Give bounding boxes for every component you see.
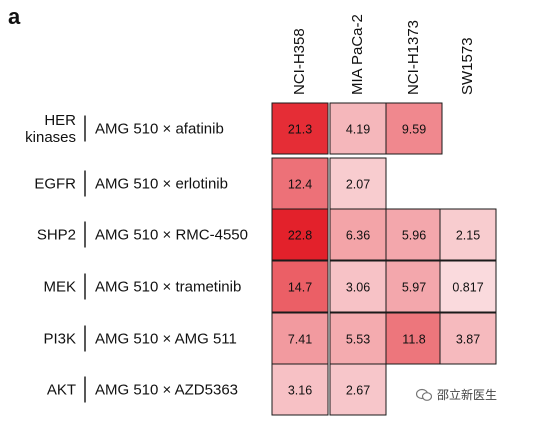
cell-value-label: 2.15 <box>456 229 480 243</box>
heatmap-cell <box>385 102 443 155</box>
row-combination-label: AMG 510 × erlotinib <box>95 176 228 193</box>
cell-value-label: 3.87 <box>456 333 480 347</box>
cell-value-label: 5.96 <box>402 229 426 243</box>
heatmap-cell <box>385 312 443 365</box>
heatmap-cell <box>271 260 329 313</box>
row-target-label: EGFR <box>34 176 76 193</box>
cell-value-label: 4.19 <box>346 123 370 137</box>
cell-value-label: 22.8 <box>288 229 312 243</box>
cell-value-label: 12.4 <box>288 178 312 192</box>
panel-label: a <box>8 4 21 29</box>
heatmap-cell <box>271 363 329 416</box>
cell-value-label: 14.7 <box>288 281 312 295</box>
heatmap-cell <box>385 260 443 313</box>
cell-value-label: 5.97 <box>402 281 426 295</box>
chat-bubble-icon <box>415 388 433 402</box>
row-combination-label: AMG 510 × trametinib <box>95 279 241 296</box>
heatmap-cell <box>439 208 497 261</box>
heatmap-cell <box>329 102 387 155</box>
cell-value-label: 2.07 <box>346 178 370 192</box>
cell-value-label: 9.59 <box>402 123 426 137</box>
cell-value-label: 2.67 <box>346 384 370 398</box>
watermark-text: 邵立新医生 <box>437 388 498 402</box>
heatmap-cell <box>385 208 443 261</box>
row-combination-label: AMG 510 × afatinib <box>95 121 224 138</box>
cell-value-label: 3.06 <box>346 281 370 295</box>
cell-value-label: 7.41 <box>288 333 312 347</box>
row-target-label: SHP2 <box>37 227 76 244</box>
row-target-label: AKT <box>47 382 76 399</box>
heatmap-cell <box>271 312 329 365</box>
row-combination-label: AMG 510 × RMC-4550 <box>95 227 248 244</box>
row-target-label: MEK <box>43 279 76 296</box>
column-header: NCI-H358 <box>291 28 308 95</box>
row-combination-label: AMG 510 × AZD5363 <box>95 382 238 399</box>
heatmap-cell <box>439 312 497 365</box>
column-header: NCI-H1373 <box>405 20 422 95</box>
heatmap-cell <box>329 157 387 210</box>
cell-value-label: 11.8 <box>402 333 425 347</box>
cell-value-label: 0.817 <box>452 281 483 295</box>
watermark: 邵立新医生 <box>415 386 498 403</box>
column-header: MIA PaCa-2 <box>349 14 366 95</box>
cell-value-label: 3.16 <box>288 384 312 398</box>
heatmap-cell <box>271 102 329 155</box>
heatmap-cell <box>329 363 387 416</box>
heatmap-cell <box>329 312 387 365</box>
cell-value-label: 5.53 <box>346 333 370 347</box>
cell-value-label: 21.3 <box>288 123 312 137</box>
heatmap-cell <box>329 208 387 261</box>
column-header: SW1573 <box>459 37 476 95</box>
heatmap-cell <box>439 260 497 313</box>
row-combination-label: AMG 510 × AMG 511 <box>95 331 237 348</box>
heatmap-cell <box>271 157 329 210</box>
heatmap-cell <box>329 260 387 313</box>
row-target-label: HER kinases <box>25 112 76 146</box>
row-target-label: PI3K <box>43 331 76 348</box>
cell-value-label: 6.36 <box>346 229 370 243</box>
heatmap-cell <box>271 208 329 261</box>
